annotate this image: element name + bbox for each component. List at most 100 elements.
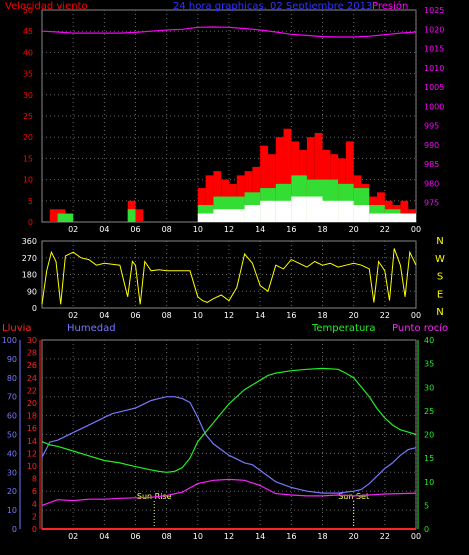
compass-label: N: [436, 307, 443, 318]
x-tick-label: 00: [411, 225, 421, 234]
rain-y-tick-label: 10: [27, 462, 37, 471]
chart-title: 24 hora graphicas, 02 Septiembre 2013: [173, 1, 372, 12]
x-tick-label: 02: [68, 532, 78, 541]
x-tick-label: 22: [380, 532, 390, 541]
humidity-y-tick-label: 10: [7, 506, 17, 515]
rain-y-tick-label: 6: [32, 487, 37, 496]
wind-y-tick-label: 15: [23, 154, 33, 163]
pressure-y-tick-label: 975: [424, 199, 439, 208]
x-tick-label: 22: [380, 311, 390, 320]
wind-min-bar: [291, 196, 307, 222]
gust-bar: [127, 209, 136, 222]
temperature-y-tick-label: 15: [424, 454, 434, 463]
pressure-y-tick-label: 990: [424, 141, 439, 150]
x-tick-label: 10: [193, 225, 203, 234]
pressure-axis-label: Presión: [372, 0, 408, 12]
x-tick-label: 08: [162, 225, 172, 234]
x-tick-label: 04: [99, 532, 109, 541]
x-tick-label: 14: [255, 532, 265, 541]
wind-speed-bar: [205, 175, 214, 222]
compass-label: N: [436, 236, 443, 247]
pressure-y-tick-label: 995: [424, 122, 439, 131]
wind-speed-bar: [49, 209, 58, 222]
compass-label: S: [437, 272, 443, 283]
dewpoint-axis-label: Punto rocío: [392, 322, 448, 334]
rain-y-tick-label: 16: [27, 424, 37, 433]
rain-y-tick-label: 18: [27, 412, 37, 421]
wind-speed-bar: [260, 145, 268, 222]
rain-y-tick-label: 28: [27, 349, 37, 358]
x-tick-label: 10: [193, 532, 203, 541]
x-tick-label: 18: [317, 311, 327, 320]
wind-min-bar: [275, 200, 292, 222]
humidity-y-tick-label: 40: [7, 449, 17, 458]
temperature-line: [41, 367, 417, 473]
wind-speed-bar: [275, 137, 284, 222]
wind-y-tick-label: 0: [28, 218, 33, 227]
direction-y-tick-label: 360: [22, 237, 37, 246]
temperature-y-tick-label: 5: [424, 501, 429, 510]
wind-min-bar: [229, 209, 245, 222]
wind-speed-bar: [314, 132, 323, 222]
rain-y-tick-label: 12: [27, 449, 37, 458]
humidity-line: [41, 396, 417, 494]
pressure-y-tick-label: 1000: [424, 102, 444, 111]
x-tick-label: 18: [317, 225, 327, 234]
rain-y-tick-label: 8: [32, 475, 37, 484]
wind-y-tick-label: 10: [23, 176, 33, 185]
pressure-y-tick-label: 1010: [424, 64, 444, 73]
x-tick-label: 00: [411, 532, 421, 541]
pressure-line: [41, 26, 417, 38]
rain-y-tick-label: 24: [27, 374, 37, 383]
wind-min-bar: [260, 200, 276, 222]
humidity-y-tick-label: 80: [7, 374, 17, 383]
wind-speed-axis-label: Velocidad viento: [5, 1, 88, 12]
x-tick-label: 04: [99, 225, 109, 234]
rain-y-tick-label: 4: [32, 500, 37, 509]
pressure-y-tick-label: 1025: [424, 6, 444, 15]
temperature-y-tick-label: 35: [424, 360, 434, 369]
wind-min-bar: [213, 209, 229, 222]
wind-min-bar: [306, 196, 323, 222]
x-tick-label: 12: [224, 532, 234, 541]
x-tick-label: 12: [224, 311, 234, 320]
x-tick-label: 14: [255, 225, 265, 234]
wind-speed-bar: [345, 141, 354, 222]
humidity-y-tick-label: 100: [2, 336, 17, 345]
temperature-axis-label: Temperatura: [311, 323, 376, 334]
wind-y-tick-label: 20: [23, 133, 33, 142]
x-tick-label: 02: [68, 311, 78, 320]
humidity-y-tick-label: 0: [12, 525, 17, 534]
x-tick-label: 20: [349, 532, 359, 541]
x-tick-label: 16: [286, 225, 296, 234]
x-tick-label: 14: [255, 311, 265, 320]
humidity-y-tick-label: 50: [7, 431, 17, 440]
temperature-y-tick-label: 30: [424, 383, 434, 392]
temperature-y-tick-label: 0: [424, 525, 429, 534]
wind-speed-bar: [135, 209, 144, 222]
x-tick-label: 04: [99, 311, 109, 320]
wind-speed-bar: [283, 128, 292, 222]
rain-y-tick-label: 14: [27, 437, 37, 446]
temperature-y-tick-label: 20: [424, 431, 434, 440]
direction-y-tick-label: 270: [22, 254, 37, 263]
pressure-y-tick-label: 1015: [424, 45, 444, 54]
temperature-y-tick-label: 10: [424, 478, 434, 487]
x-tick-label: 20: [349, 225, 359, 234]
wind-min-bar: [197, 213, 214, 222]
direction-y-tick-label: 180: [22, 271, 37, 280]
x-tick-label: 00: [411, 311, 421, 320]
x-tick-label: 06: [130, 532, 140, 541]
rain-y-tick-label: 22: [27, 386, 37, 395]
wind-y-tick-label: 5: [28, 197, 33, 206]
humidity-y-tick-label: 70: [7, 393, 17, 402]
wind-y-tick-label: 25: [23, 112, 33, 121]
compass-label: E: [437, 289, 443, 300]
x-tick-label: 16: [286, 311, 296, 320]
x-tick-label: 08: [162, 532, 172, 541]
wind-y-tick-label: 40: [23, 48, 33, 57]
